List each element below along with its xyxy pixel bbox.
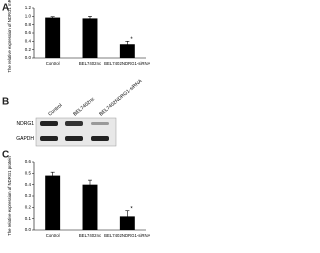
y-tick-label: 0.8 <box>25 22 32 27</box>
y-tick-label: 0.2 <box>25 47 32 52</box>
y-tick-label: 0.5 <box>25 171 32 176</box>
lane-label: BEL7402NDRG1-siRNA <box>98 78 144 118</box>
bar <box>45 175 61 230</box>
y-tick-label: 0.1 <box>25 216 32 221</box>
y-axis-label: The relative expression of NDRG1 protein <box>7 156 12 236</box>
band <box>91 136 109 141</box>
band <box>40 136 58 141</box>
y-tick-label: 0.6 <box>25 159 32 164</box>
y-tick-label: 0.6 <box>25 30 32 35</box>
x-tick-label: Control <box>46 61 60 66</box>
panel-letter: A <box>2 3 9 14</box>
x-tick-label: BEL7402NDRG1-siRNA <box>104 233 150 238</box>
y-tick-label: 0.0 <box>25 55 32 60</box>
y-tick-label: 1.0 <box>25 14 32 19</box>
blot <box>35 117 117 147</box>
band <box>65 136 83 141</box>
y-tick-label: 0.2 <box>25 205 32 210</box>
bar <box>119 216 135 230</box>
band <box>91 122 109 125</box>
bar <box>119 44 135 58</box>
x-tick-label: BEL7402nc <box>79 61 102 66</box>
row-label: NDRG1 <box>16 121 34 127</box>
y-tick-label: 0.4 <box>25 39 32 44</box>
lane-label: BEL7402nc <box>72 96 96 118</box>
bar <box>45 17 61 58</box>
y-tick-label: 0.4 <box>25 182 32 187</box>
x-tick-label: Control <box>46 233 60 238</box>
y-axis-label: The relative expression of NDRG1 mRNA <box>7 0 12 73</box>
y-tick-label: 0.3 <box>25 193 32 198</box>
significance-mark: * <box>130 37 133 43</box>
significance-mark: * <box>130 206 133 212</box>
figure: A B C Control BEL7402nc BEL7402NDRG1-siRNA… <box>2 0 150 238</box>
band <box>65 121 83 126</box>
x-tick-label: BEL7402nc <box>79 233 102 238</box>
panel-letter: B <box>2 97 9 108</box>
lane-label: Control <box>47 103 63 118</box>
bar <box>82 18 98 59</box>
bar <box>82 184 98 230</box>
y-tick-label: 1.2 <box>25 5 32 10</box>
y-tick-label: 0.0 <box>25 227 32 232</box>
x-tick-label: BEL7402NDRG1-siRNA <box>104 61 150 66</box>
row-label: GAPDH <box>16 136 34 142</box>
panel-letter: C <box>2 150 9 161</box>
band <box>40 121 58 126</box>
